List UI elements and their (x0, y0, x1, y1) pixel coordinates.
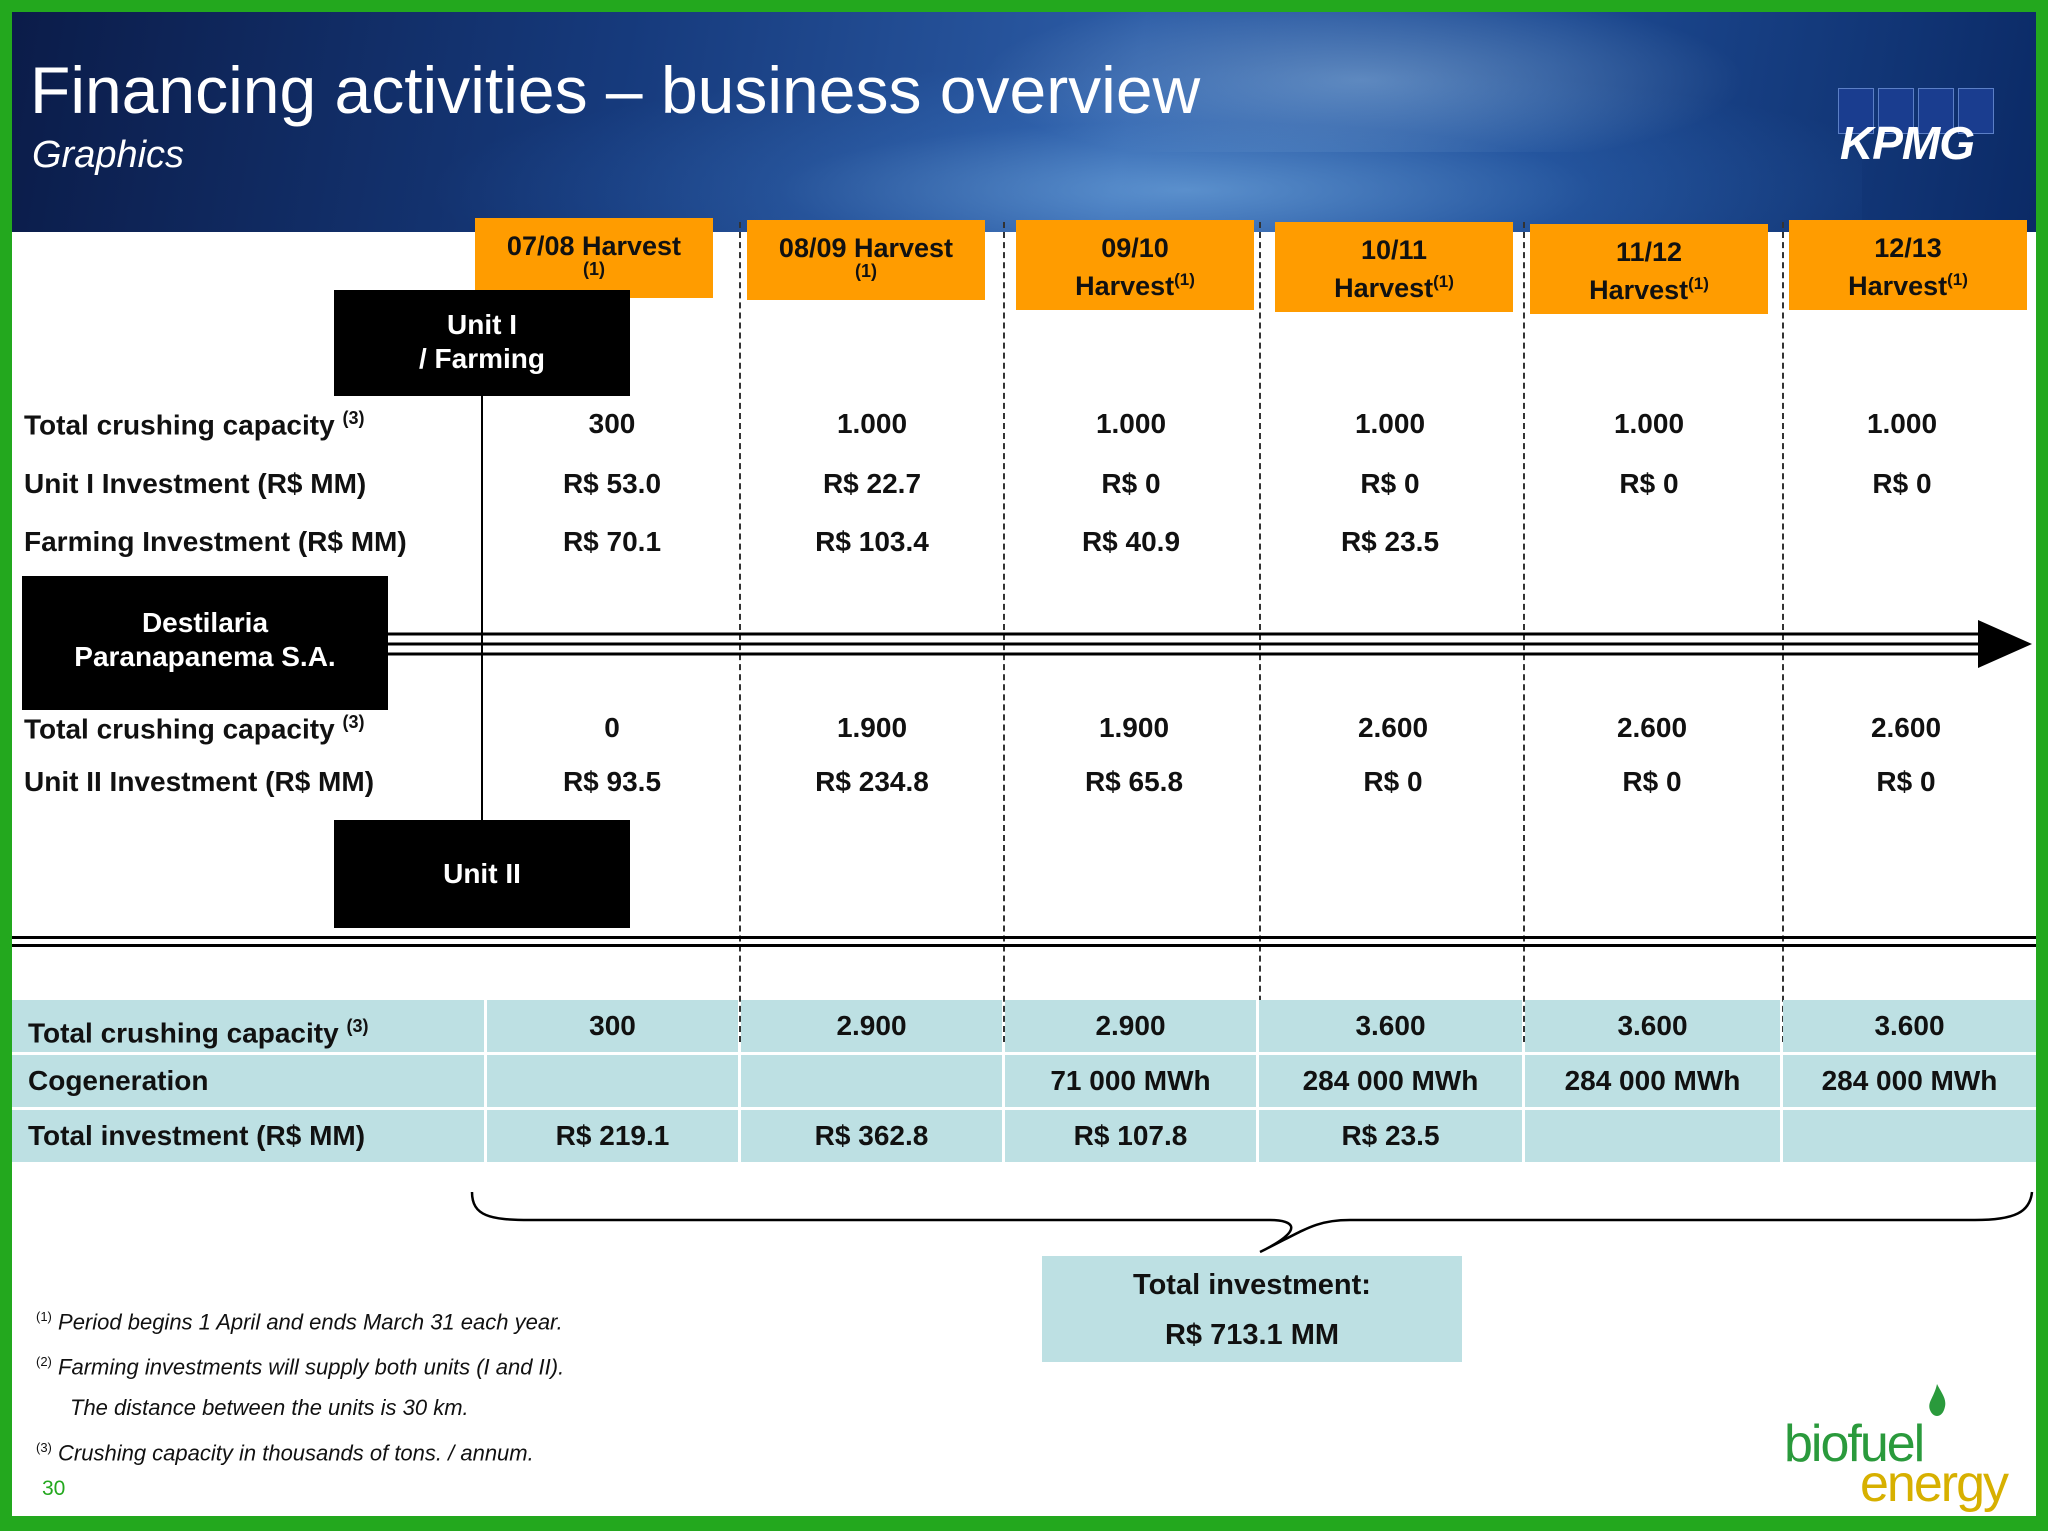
unit-connector-line (481, 396, 483, 836)
totals-cell: 71 000 MWh (1005, 1055, 1256, 1107)
value-cell: R$ 0 (1872, 468, 1932, 499)
totals-cell: 300 (487, 1000, 738, 1052)
row-label-unit2-investment: Unit II Investment (R$ MM) (24, 766, 375, 797)
column-divider (1003, 222, 1005, 1042)
header-banner: Financing activities – business overview… (12, 12, 2036, 232)
value-cell: 1.000 (1095, 408, 1167, 439)
total-investment-label: Total investment: (1133, 1269, 1371, 1301)
value-cell: R$ 70.1 (562, 526, 662, 557)
value-cell: R$ 65.8 (1084, 766, 1184, 797)
totals-cell: 3.600 (1783, 1000, 2036, 1052)
column-header-0708: 07/08 Harvest (1) (475, 218, 713, 298)
biofuel-energy-logo: biofuel energy (1774, 1382, 2034, 1513)
totals-cell: 2.900 (1005, 1000, 1256, 1052)
totals-cell: R$ 107.8 (1005, 1110, 1256, 1162)
page-title: Financing activities – business overview (30, 53, 1201, 127)
value-cell: 1.000 (836, 408, 908, 439)
value-cell: 300 (588, 408, 636, 439)
footnote: The distance between the units is 30 km. (70, 1394, 469, 1420)
company-box: Destilaria Paranapanema S.A. (22, 576, 388, 710)
value-cell: 1.900 (836, 712, 908, 743)
column-header-1112: 11/12 Harvest(1) (1530, 224, 1768, 314)
unit-1-box: Unit I / Farming (334, 290, 630, 396)
value-cell: R$ 22.7 (822, 468, 922, 499)
value-cell: R$ 0 (1619, 468, 1679, 499)
total-investment-value: R$ 713.1 MM (1164, 1319, 1340, 1351)
flame-icon (1929, 1384, 1946, 1416)
biofuel-word: biofuel (1784, 1415, 1925, 1473)
totals-row-label: Total crushing capacity (3) (12, 1000, 484, 1052)
column-divider (1523, 222, 1525, 1042)
column-divider (739, 222, 741, 1042)
kpmg-logo: KPMG (1838, 88, 1998, 169)
totals-cell: 3.600 (1259, 1000, 1522, 1052)
value-cell: 2.600 (1870, 712, 1942, 743)
column-header-1213: 12/13 Harvest(1) (1789, 220, 2027, 310)
value-cell: 1.000 (1866, 408, 1938, 439)
totals-cell (1783, 1110, 2036, 1162)
totals-cell: 284 000 MWh (1783, 1055, 2036, 1107)
value-cell: 1.000 (1613, 408, 1685, 439)
value-cell: R$ 0 (1876, 766, 1936, 797)
totals-cell: R$ 23.5 (1259, 1110, 1522, 1162)
column-header-1011: 10/11 Harvest(1) (1275, 222, 1513, 312)
value-cell: R$ 0 (1363, 766, 1423, 797)
column-header-0910: 09/10 Harvest(1) (1016, 220, 1254, 310)
unit-2-box: Unit II (334, 820, 630, 928)
value-cell: R$ 93.5 (562, 766, 662, 797)
page-subtitle: Graphics (32, 134, 185, 176)
totals-row-label: Cogeneration (12, 1055, 484, 1107)
value-cell: 1.000 (1354, 408, 1426, 439)
totals-row-label: Total investment (R$ MM) (12, 1110, 484, 1162)
totals-cell: R$ 219.1 (487, 1110, 738, 1162)
timeline-arrow (388, 620, 2032, 668)
value-cell: 2.600 (1357, 712, 1429, 743)
value-cell: 0 (604, 712, 620, 743)
total-investment-box: Total investment: R$ 713.1 MM (1042, 1256, 1462, 1362)
value-cell: R$ 53.0 (562, 468, 662, 499)
totals-cell: R$ 362.8 (741, 1110, 1002, 1162)
page-number: 30 (42, 1477, 66, 1500)
row-label-unit1-capacity: Total crushing capacity (3) (24, 408, 365, 441)
column-divider (1782, 222, 1784, 1042)
value-cell: R$ 23.5 (1340, 526, 1440, 557)
energy-word: energy (1860, 1455, 2009, 1513)
section-divider (12, 936, 2036, 939)
row-label-unit1-investment: Unit I Investment (R$ MM) (24, 468, 367, 499)
column-divider (1259, 222, 1261, 1042)
totals-cell (487, 1055, 738, 1107)
value-cell: 1.900 (1098, 712, 1170, 743)
kpmg-logo-text: KPMG (1840, 117, 1975, 169)
totals-cell (1525, 1110, 1780, 1162)
value-cell: R$ 40.9 (1081, 526, 1181, 557)
row-label-unit2-capacity: Total crushing capacity (3) (24, 712, 365, 745)
value-cell: R$ 234.8 (815, 766, 929, 797)
summary-brace (470, 1191, 2034, 1254)
slide: Financing activities – business overview… (12, 12, 2036, 1516)
value-cell: R$ 103.4 (815, 526, 929, 557)
footnote: (2) Farming investments will supply both… (36, 1354, 565, 1380)
totals-cell: 284 000 MWh (1259, 1055, 1522, 1107)
column-header-0809: 08/09 Harvest (1) (747, 220, 985, 300)
value-cell: R$ 0 (1622, 766, 1682, 797)
section-divider (12, 944, 2036, 947)
footnote: (1) Period begins 1 April and ends March… (36, 1309, 563, 1335)
totals-cell: 284 000 MWh (1525, 1055, 1780, 1107)
totals-cell: 2.900 (741, 1000, 1002, 1052)
totals-cell: 3.600 (1525, 1000, 1780, 1052)
row-label-farming-investment: Farming Investment (R$ MM) (24, 526, 407, 557)
footnotes: (1) Period begins 1 April and ends March… (36, 1304, 564, 1480)
value-cell: R$ 0 (1101, 468, 1161, 499)
value-cell: 2.600 (1616, 712, 1688, 743)
totals-cell (741, 1055, 1002, 1107)
value-cell: R$ 0 (1360, 468, 1420, 499)
footnote: (3) Crushing capacity in thousands of to… (36, 1439, 534, 1465)
